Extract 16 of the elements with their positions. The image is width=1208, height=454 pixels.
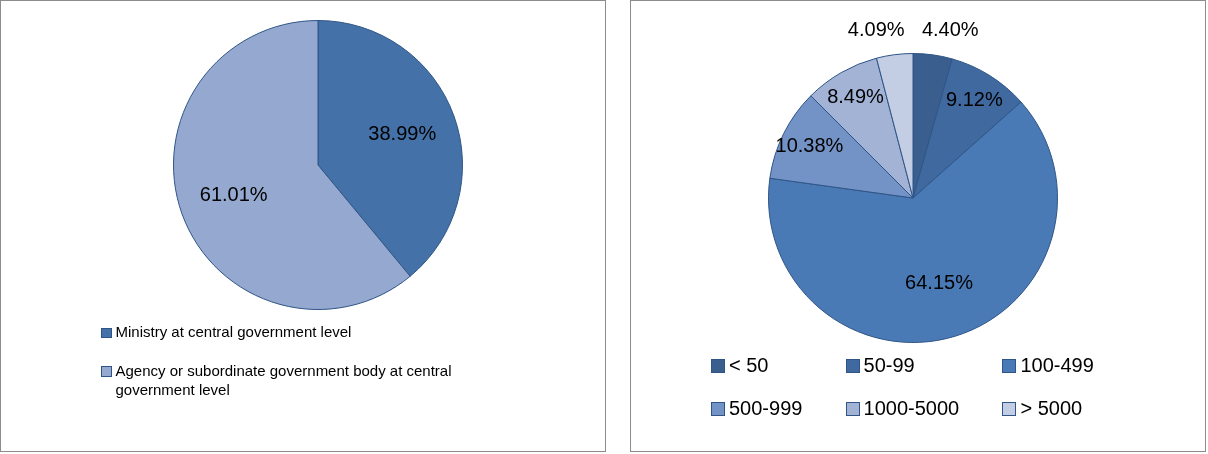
- data-label: 64.15%: [905, 271, 974, 294]
- data-label: 61.01%: [199, 182, 268, 205]
- legend-label: 1000-5000: [863, 396, 960, 421]
- legend-label: 500-999: [729, 396, 803, 421]
- legend-label: 50-99: [863, 353, 915, 378]
- data-label: 10.38%: [775, 134, 844, 157]
- legend-label: 100-499: [1020, 353, 1094, 378]
- legend-label: Agency or subordinate government body at central government level: [115, 361, 453, 400]
- legend-label: Ministry at central government level: [115, 323, 352, 342]
- data-label: 8.49%: [827, 85, 885, 108]
- legend-label: < 50: [729, 353, 769, 378]
- data-label: 38.99%: [368, 122, 437, 145]
- legend-label: > 5000: [1020, 396, 1083, 421]
- data-label: 9.12%: [945, 87, 1003, 110]
- data-label: 4.09%: [847, 17, 905, 40]
- data-label: 4.40%: [921, 18, 979, 41]
